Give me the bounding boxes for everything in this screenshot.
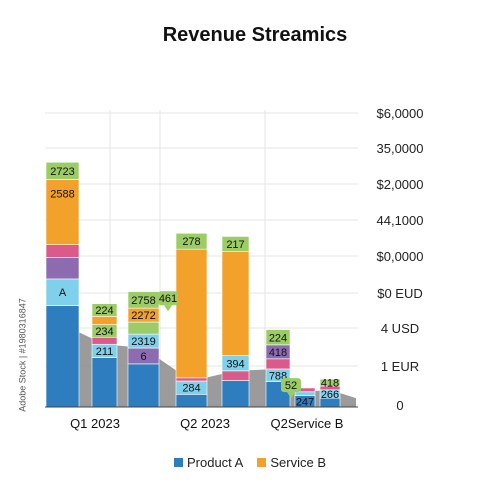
data-label: 6 xyxy=(140,351,146,363)
bar-segment xyxy=(91,303,118,317)
stock-id-label: Adobe Stock | #1980316847 xyxy=(17,298,28,412)
y-tick-label: $2,0000 xyxy=(377,177,424,192)
legend-item-service-b: Service B xyxy=(257,455,326,470)
y-tick-label: 44,1000 xyxy=(377,213,424,228)
bar-segment xyxy=(91,336,118,345)
bar-segment xyxy=(127,363,160,408)
y-tick-label: 1 EUR xyxy=(381,359,419,374)
data-label: 224 xyxy=(269,332,287,344)
y-tick-label: 0 xyxy=(396,398,403,413)
callout-bubble xyxy=(158,291,178,306)
legend-label-product-a: Product A xyxy=(186,455,244,470)
data-label: 2723 xyxy=(50,166,74,178)
bar-segment xyxy=(175,248,208,379)
chart-legend: Product A Service B xyxy=(0,455,500,470)
bar-segment xyxy=(221,236,250,252)
bar-segment xyxy=(265,358,291,370)
legend-swatch-service-b xyxy=(257,458,267,467)
bar-segment xyxy=(45,278,80,306)
bar-segment xyxy=(127,321,160,335)
x-tick-label: Q2Service B xyxy=(271,416,344,431)
legend-swatch-product-a xyxy=(173,458,183,467)
x-tick-label: Q1 2023 xyxy=(70,416,120,431)
data-label: A xyxy=(59,287,67,299)
data-label: 234 xyxy=(95,326,113,338)
data-label: 284 xyxy=(182,383,200,395)
callout-pointer xyxy=(164,305,172,312)
callout-pointer xyxy=(287,392,295,399)
data-label: 394 xyxy=(226,358,244,370)
bar-segment xyxy=(175,232,208,250)
y-tick-label: $6,0000 xyxy=(377,106,424,121)
callout-label: 52 xyxy=(285,380,297,392)
data-label: 418 xyxy=(321,378,339,390)
bar-segment xyxy=(45,179,80,245)
legend-label-service-b: Service B xyxy=(270,455,326,470)
bar-segment xyxy=(45,305,80,408)
data-label: 266 xyxy=(321,389,339,401)
data-label: 224 xyxy=(95,305,113,317)
bar-segment xyxy=(265,329,291,346)
data-label: 211 xyxy=(96,346,114,358)
x-tick-label: Q2 2023 xyxy=(180,416,230,431)
data-label: 247 xyxy=(296,396,314,408)
bar-segment xyxy=(294,391,316,396)
bar-segment xyxy=(221,370,250,381)
bar-segment xyxy=(221,380,250,408)
bar-segment xyxy=(91,316,118,325)
bar-segment xyxy=(221,251,250,356)
callout-label: 461 xyxy=(159,293,177,305)
chart-title: Revenue Streamics xyxy=(162,24,348,46)
bar-segment xyxy=(45,244,80,258)
bar-segment xyxy=(175,394,208,408)
data-label: 2319 xyxy=(131,336,155,348)
bar-segment xyxy=(91,357,118,408)
data-label: 278 xyxy=(182,236,200,248)
bar-segment xyxy=(175,377,208,382)
legend-item-product-a: Product A xyxy=(173,455,244,470)
bar-segment xyxy=(319,378,341,387)
y-tick-label: $0 EUD xyxy=(377,286,423,301)
bar-segment xyxy=(45,161,80,180)
bar-segment xyxy=(45,257,80,280)
data-label: 217 xyxy=(226,239,244,251)
y-tick-label: 35,0000 xyxy=(377,141,424,156)
data-label: 2588 xyxy=(50,188,74,200)
data-label: 2272 xyxy=(131,310,155,322)
callout-bubble xyxy=(281,378,301,393)
data-label: 418 xyxy=(269,347,287,359)
data-label: 2758 xyxy=(131,295,155,307)
y-tick-label: $0,0000 xyxy=(377,249,424,264)
y-tick-label: 4 USD xyxy=(381,321,419,336)
